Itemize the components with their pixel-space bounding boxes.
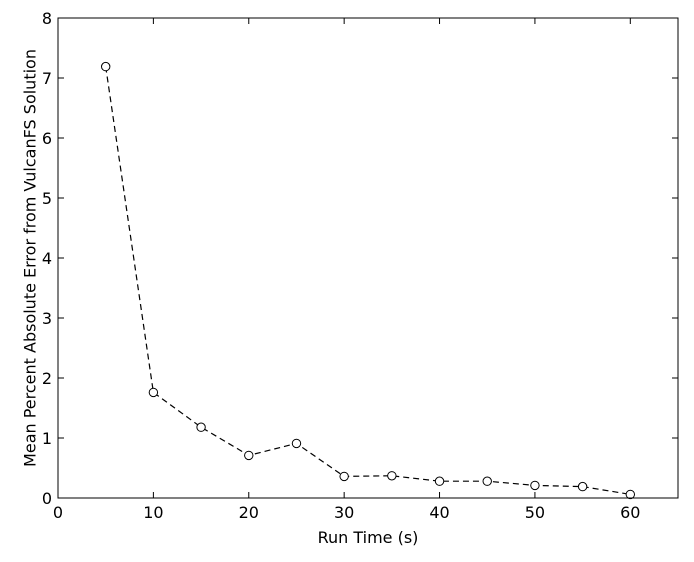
data-point bbox=[148, 387, 159, 398]
y-tick-label: 4 bbox=[42, 249, 52, 268]
data-point bbox=[244, 450, 254, 461]
y-tick-label: 1 bbox=[42, 429, 52, 448]
data-point bbox=[577, 481, 588, 492]
data-point bbox=[482, 476, 492, 486]
data-point bbox=[434, 476, 445, 486]
y-tick-label: 2 bbox=[42, 369, 52, 388]
x-tick-label: 60 bbox=[620, 503, 640, 522]
y-tick-label: 7 bbox=[42, 69, 52, 88]
data-point bbox=[339, 471, 349, 482]
y-tick-label: 6 bbox=[42, 129, 52, 148]
plot-frame bbox=[57, 17, 679, 499]
x-tick-label: 50 bbox=[525, 503, 545, 522]
series-layer bbox=[100, 61, 636, 500]
x-tick-label: 30 bbox=[334, 503, 354, 522]
data-point bbox=[387, 471, 397, 481]
data-point bbox=[530, 480, 540, 491]
x-tick-label: 20 bbox=[239, 503, 259, 522]
data-point bbox=[291, 438, 302, 449]
y-tick-label: 0 bbox=[42, 489, 52, 508]
y-axis-title: Mean Percent Absolute Error from VulcanF… bbox=[21, 49, 40, 467]
x-tick-label: 40 bbox=[429, 503, 449, 522]
x-tick-label: 0 bbox=[53, 503, 63, 522]
y-tick-label: 8 bbox=[42, 9, 52, 28]
series-line bbox=[105, 66, 631, 495]
data-point bbox=[196, 422, 206, 432]
x-tick-label: 10 bbox=[143, 503, 163, 522]
data-point bbox=[625, 489, 636, 500]
y-tick-label: 3 bbox=[42, 309, 52, 328]
data-point bbox=[100, 61, 111, 72]
y-tick-label: 5 bbox=[42, 189, 52, 208]
x-axis-title: Run Time (s) bbox=[318, 528, 419, 547]
ticks-layer: 0 10 20 30 40 50 60 0 1 2 3 4 5 6 7 8 bbox=[42, 9, 678, 522]
